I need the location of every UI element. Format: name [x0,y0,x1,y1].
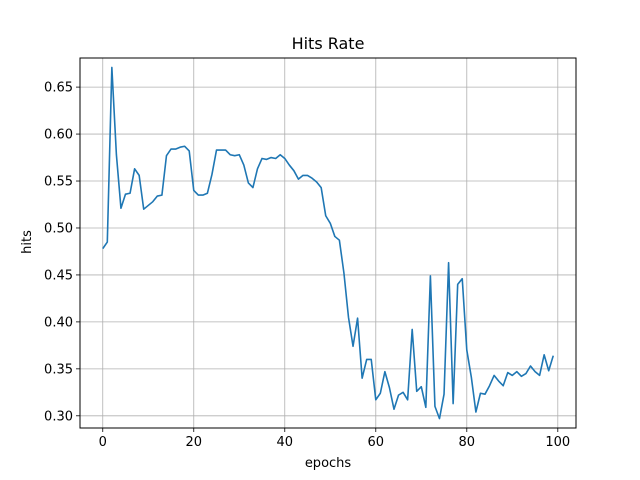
x-tick-label: 80 [459,435,476,450]
axis-ticks: 0 20 40 60 80 100 0.30 0.35 0.40 0.45 0.50 0.55 0.60… [44,81,570,450]
y-tick-label: 0.30 [44,409,73,424]
y-tick-label: 0.55 [44,175,73,190]
x-tick-label: 40 [276,435,293,450]
plot-frame [79,57,577,429]
y-tick-label: 0.40 [44,315,73,330]
y-tick-label: 0.50 [44,221,73,236]
x-tick-label: 20 [185,435,202,450]
series-line [102,66,555,420]
y-tick-label: 0.35 [44,362,73,377]
grid-lines [80,58,576,428]
y-tick-label: 0.65 [44,81,73,96]
x-tick-label: 0 [99,435,107,450]
y-tick-label: 0.60 [44,128,73,143]
x-tick-label: 100 [545,435,570,450]
y-axis-label: hits [20,230,35,254]
plot-data [102,66,555,420]
x-axis-label: epochs [305,456,352,471]
y-tick-label: 0.45 [44,268,73,283]
x-tick-label: 60 [368,435,385,450]
chart-title: Hits Rate [292,34,365,53]
